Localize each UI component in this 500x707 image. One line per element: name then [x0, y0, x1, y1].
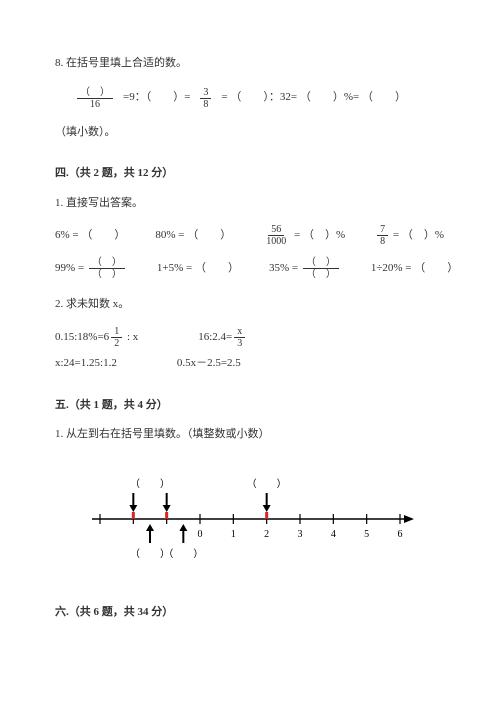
- svg-text:0: 0: [198, 529, 203, 540]
- r2c-frac: （ ） （ ）: [303, 257, 339, 280]
- eq1b-pre: 16:2.4=: [198, 331, 232, 343]
- svg-text:（ ）: （ ）: [163, 548, 203, 560]
- frac-num: x: [234, 326, 245, 338]
- svg-text:2: 2: [264, 529, 269, 540]
- q8-frac1: （ ） 16: [77, 87, 113, 110]
- q8-note: （填小数）。: [55, 124, 445, 142]
- r1b: 80% = （ ）: [155, 227, 231, 245]
- svg-text:4: 4: [331, 529, 336, 540]
- r1d: 7 8 = （ ）%: [375, 224, 444, 247]
- frac-den: 8: [200, 99, 211, 110]
- eq1a-post: : x: [124, 331, 138, 343]
- q8-text: 8. 在括号里填上合适的数。: [55, 55, 445, 73]
- eq1a: 0.15:18%=612 : x: [55, 326, 138, 349]
- section4-header: 四.（共 2 题，共 12 分）: [55, 165, 445, 183]
- svg-text:5: 5: [364, 529, 369, 540]
- r1c-post: = （ ）%: [294, 229, 345, 241]
- q8-parta: =9：（ ）=: [123, 89, 190, 107]
- frac-num: 56: [268, 224, 284, 236]
- frac-num: 7: [377, 224, 388, 236]
- eq1a-frac: 12: [111, 326, 122, 349]
- r2c: 35% = （ ） （ ）: [269, 257, 341, 280]
- frac-den: （ ）: [89, 269, 125, 280]
- s4-q1: 1. 直接写出答案。: [55, 195, 445, 213]
- s5-q1: 1. 从左到右在括号里填数。（填整数或小数）: [55, 426, 445, 444]
- svg-text:6: 6: [398, 529, 403, 540]
- q8-prefix: 8.: [55, 57, 63, 69]
- q8-partb: = （ ）：32= （ ）%= （ ）: [221, 89, 406, 107]
- r1c-frac: 56 1000: [263, 224, 289, 247]
- q8-expression: （ ） 16 =9：（ ）= 3 8 = （ ）：32= （ ）%= （ ）: [75, 87, 445, 110]
- frac-num: 1: [111, 326, 122, 338]
- q8-frac2: 3 8: [200, 87, 211, 110]
- frac-den: 2: [111, 338, 122, 349]
- r2a: 99% = （ ） （ ）: [55, 257, 127, 280]
- r2d: 1÷20% = （ ）: [371, 260, 458, 278]
- frac-den: （ ）: [303, 269, 339, 280]
- s4-row2: 99% = （ ） （ ） 1+5% = （ ） 35% = （ ） （ ） 1…: [55, 257, 445, 280]
- eq1a-pre: 0.15:18%=6: [55, 331, 109, 343]
- frac-den: 16: [87, 99, 103, 110]
- eq2b: 0.5x－2.5=2.5: [177, 355, 241, 373]
- frac-den: 3: [234, 338, 245, 349]
- eq-row2: x:24=1.25:1.2 0.5x－2.5=2.5: [55, 355, 445, 373]
- section5-header: 五.（共 1 题，共 4 分）: [55, 397, 445, 415]
- r1d-frac: 7 8: [377, 224, 388, 247]
- r2c-pre: 35% =: [269, 262, 298, 274]
- number-line-svg: 0123456（ ）（ ）（ ）（ ）: [80, 464, 420, 574]
- frac-num: 3: [200, 87, 211, 99]
- eq2a: x:24=1.25:1.2: [55, 355, 117, 373]
- frac-den: 8: [377, 236, 388, 247]
- r2a-pre: 99% =: [55, 262, 84, 274]
- eq-row1: 0.15:18%=612 : x 16:2.4=x3: [55, 326, 445, 349]
- eq1b: 16:2.4=x3: [198, 326, 247, 349]
- svg-text:（ ）: （ ）: [247, 478, 287, 490]
- q8-body: 在括号里填上合适的数。: [66, 57, 187, 69]
- frac-num: （ ）: [89, 257, 125, 269]
- svg-text:（ ）: （ ）: [130, 478, 170, 490]
- r2a-frac: （ ） （ ）: [89, 257, 125, 280]
- frac-den: 1000: [263, 236, 289, 247]
- number-line: 0123456（ ）（ ）（ ）（ ）: [80, 464, 420, 574]
- s4-q2: 2. 求未知数 x。: [55, 296, 445, 314]
- svg-text:1: 1: [231, 529, 236, 540]
- s4-row1: 6% = （ ） 80% = （ ） 56 1000 = （ ）% 7 8 = …: [55, 224, 445, 247]
- r1a: 6% = （ ）: [55, 227, 125, 245]
- r2b: 1+5% = （ ）: [157, 260, 239, 278]
- r1c: 56 1000 = （ ）%: [261, 224, 345, 247]
- section6-header: 六.（共 6 题，共 34 分）: [55, 604, 445, 622]
- svg-text:3: 3: [298, 529, 303, 540]
- eq1b-frac: x3: [234, 326, 245, 349]
- frac-num: （ ）: [303, 257, 339, 269]
- frac-num: （ ）: [77, 87, 113, 99]
- r1d-post: = （ ）%: [393, 229, 444, 241]
